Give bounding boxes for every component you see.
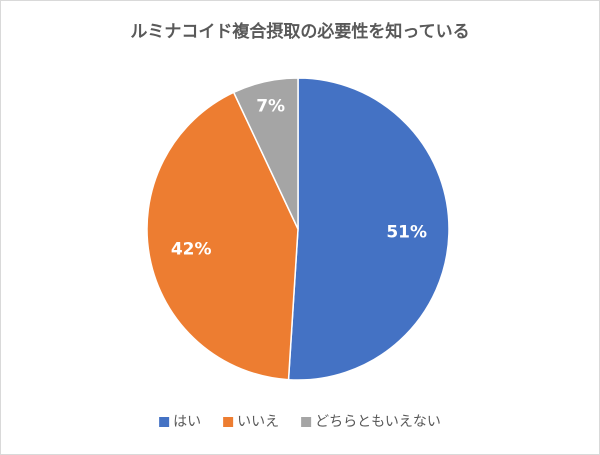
legend-swatch [223,417,234,427]
legend-label: どちらともいえない [315,414,441,430]
pie-slice [146,91,299,381]
chart-title: ルミナコイド複合摂取の必要性を知っている [130,21,469,42]
legend-label: はい [173,414,201,430]
legend-swatch [301,417,312,427]
pie-slice [232,77,299,230]
legend-swatch [159,417,170,427]
slice-label: 42% [171,239,212,259]
legend-label: いいえ [237,414,279,430]
slice-label: 51% [386,222,427,242]
pie-slice [287,77,450,381]
slice-label: 7% [256,97,285,117]
